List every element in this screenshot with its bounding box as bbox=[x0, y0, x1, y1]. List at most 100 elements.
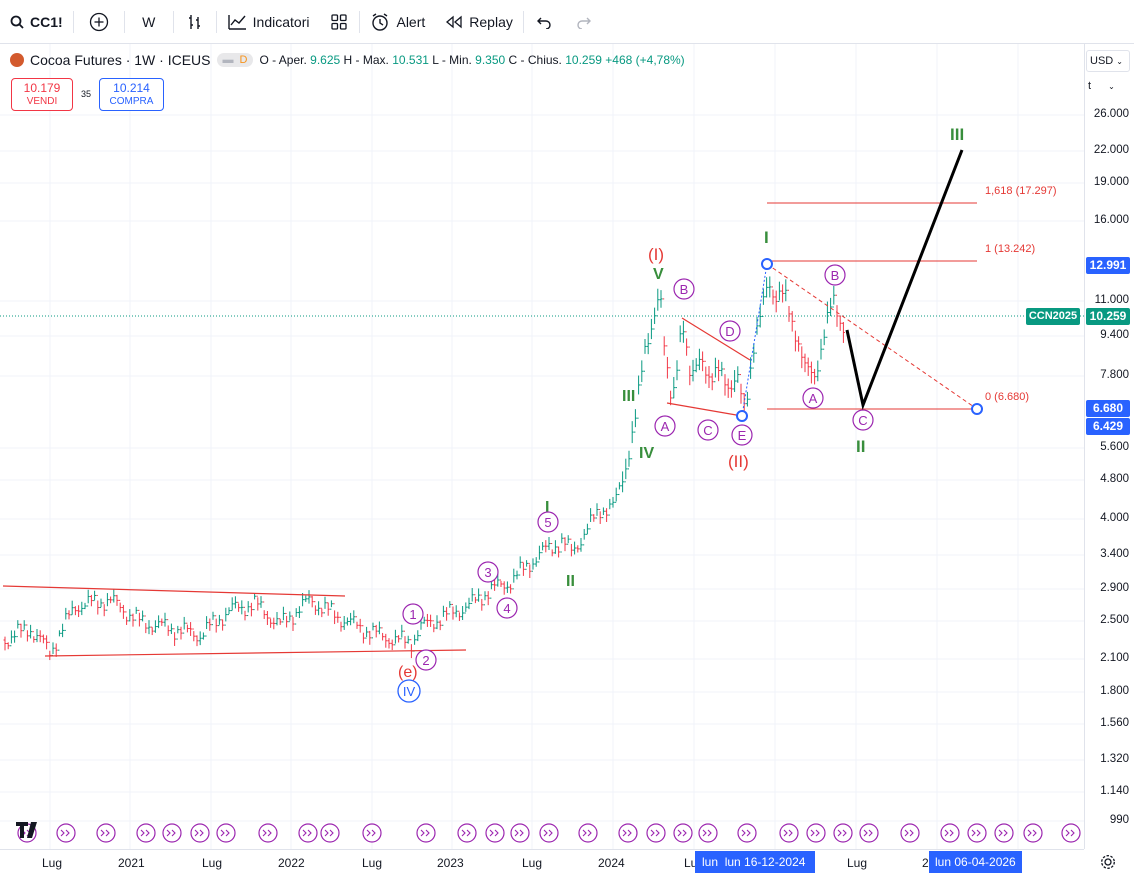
event-marker[interactable] bbox=[673, 823, 693, 843]
time-tick-label: 2023 bbox=[437, 856, 464, 870]
svg-text:C: C bbox=[858, 413, 867, 428]
price-bar bbox=[768, 276, 772, 298]
event-marker[interactable] bbox=[539, 823, 559, 843]
price-bar bbox=[137, 609, 141, 627]
price-bar bbox=[685, 331, 689, 356]
event-marker[interactable] bbox=[1023, 823, 1043, 843]
event-marker[interactable] bbox=[457, 823, 477, 843]
divider bbox=[172, 10, 174, 33]
price-bar bbox=[518, 556, 522, 576]
event-chevron-icon bbox=[220, 829, 230, 837]
event-marker[interactable] bbox=[216, 823, 236, 843]
price-bar bbox=[125, 611, 129, 625]
event-marker[interactable] bbox=[806, 823, 826, 843]
event-chevron-icon bbox=[420, 829, 430, 837]
price-bar bbox=[80, 601, 84, 616]
event-marker[interactable] bbox=[967, 823, 987, 843]
indicators-icon bbox=[227, 14, 246, 30]
price-bar bbox=[464, 602, 468, 614]
event-marker[interactable] bbox=[833, 823, 853, 843]
price-tick-label: 16.000 bbox=[1093, 214, 1129, 226]
currency-selector[interactable]: USD ⌄ bbox=[1086, 50, 1130, 72]
sell-button[interactable]: 10.179 VENDI bbox=[11, 78, 73, 111]
templates-button[interactable] bbox=[319, 0, 359, 44]
price-bar bbox=[320, 607, 324, 618]
price-bar bbox=[134, 606, 138, 621]
fib-anchor-end[interactable] bbox=[971, 403, 983, 415]
price-bar bbox=[477, 588, 481, 602]
fib-anchor-bottom[interactable] bbox=[736, 410, 748, 422]
price-bar bbox=[294, 608, 298, 625]
price-bar bbox=[835, 294, 839, 327]
event-marker[interactable] bbox=[320, 823, 340, 843]
price-axis[interactable] bbox=[1084, 44, 1134, 849]
wave-red-II: (II) bbox=[728, 452, 749, 471]
price-bar bbox=[54, 643, 58, 657]
price-bar bbox=[211, 611, 215, 626]
price-bar bbox=[445, 607, 449, 621]
time-tick-label: Lug bbox=[847, 856, 868, 870]
redo-button[interactable] bbox=[564, 0, 604, 44]
price-bar bbox=[688, 346, 692, 386]
price-bar bbox=[233, 596, 237, 609]
alert-button[interactable]: Alert bbox=[360, 0, 435, 44]
indicators-button[interactable]: Indicatori bbox=[217, 0, 320, 44]
fib-anchor-top[interactable] bbox=[761, 258, 773, 270]
price-bar bbox=[448, 601, 452, 615]
price-bar bbox=[339, 616, 343, 632]
event-marker[interactable] bbox=[940, 823, 960, 843]
event-marker[interactable] bbox=[698, 823, 718, 843]
price-bar bbox=[387, 638, 391, 649]
price-bar bbox=[627, 450, 631, 470]
event-marker[interactable] bbox=[416, 823, 436, 843]
event-marker[interactable] bbox=[298, 823, 318, 843]
time-tick-label: 2022 bbox=[278, 856, 305, 870]
price-bar bbox=[304, 595, 308, 603]
session-badge[interactable]: ▬ D bbox=[216, 53, 254, 67]
interval-button[interactable]: W bbox=[125, 0, 173, 44]
event-marker[interactable] bbox=[485, 823, 505, 843]
time-axis[interactable] bbox=[0, 849, 1084, 878]
event-marker[interactable] bbox=[136, 823, 156, 843]
compare-button[interactable] bbox=[74, 0, 124, 44]
replay-button[interactable]: Replay bbox=[435, 0, 523, 44]
event-marker[interactable] bbox=[1061, 823, 1081, 843]
event-marker[interactable] bbox=[994, 823, 1014, 843]
event-marker[interactable] bbox=[190, 823, 210, 843]
price-chart[interactable]: 1,618 (17.297) 1 (13.242) 0 (6.680) III … bbox=[0, 44, 1084, 849]
event-marker[interactable] bbox=[737, 823, 757, 843]
svg-text:D: D bbox=[725, 324, 734, 339]
price-bar bbox=[51, 642, 55, 656]
event-marker[interactable] bbox=[900, 823, 920, 843]
event-marker[interactable] bbox=[56, 823, 76, 843]
price-bar bbox=[368, 630, 372, 645]
event-marker[interactable] bbox=[510, 823, 530, 843]
price-bar bbox=[406, 635, 410, 644]
event-marker[interactable] bbox=[162, 823, 182, 843]
price-bar bbox=[509, 584, 513, 594]
price-tick-label: 1.800 bbox=[1100, 685, 1129, 697]
event-marker[interactable] bbox=[779, 823, 799, 843]
unit-selector[interactable]: t ⌄ bbox=[1088, 80, 1115, 92]
event-marker[interactable] bbox=[362, 823, 382, 843]
price-bar bbox=[557, 546, 561, 558]
undo-button[interactable] bbox=[524, 0, 564, 44]
price-bar bbox=[547, 537, 551, 551]
symbol-search[interactable]: CC1! bbox=[0, 0, 73, 44]
price-bar bbox=[429, 614, 433, 627]
event-marker[interactable] bbox=[96, 823, 116, 843]
projection-path bbox=[845, 149, 964, 411]
price-bar bbox=[221, 619, 225, 631]
buy-button[interactable]: 10.214 COMPRA bbox=[99, 78, 164, 111]
event-marker[interactable] bbox=[646, 823, 666, 843]
settings-gear-icon[interactable] bbox=[1100, 854, 1116, 870]
price-bar bbox=[765, 277, 769, 298]
price-bar bbox=[579, 537, 583, 552]
wave-E-marker: E bbox=[731, 424, 753, 446]
event-marker[interactable] bbox=[258, 823, 278, 843]
event-marker[interactable] bbox=[578, 823, 598, 843]
event-marker[interactable] bbox=[859, 823, 879, 843]
price-bar bbox=[153, 620, 157, 633]
event-marker[interactable] bbox=[618, 823, 638, 843]
chart-type-button[interactable] bbox=[174, 0, 216, 44]
